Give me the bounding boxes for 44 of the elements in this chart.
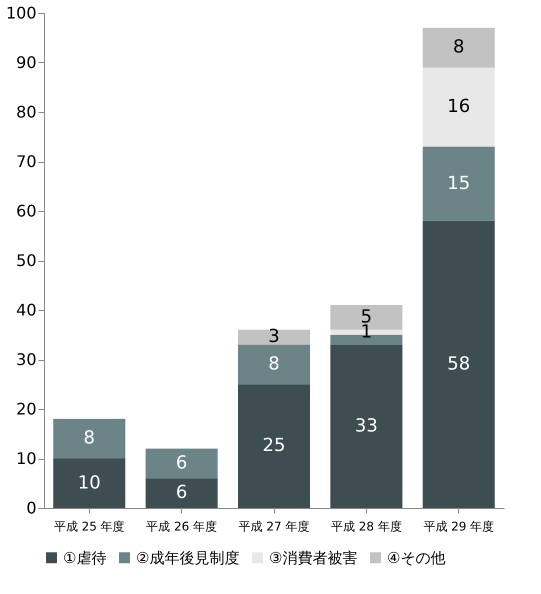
bar bbox=[238, 330, 310, 345]
bar bbox=[330, 344, 402, 508]
legend-label: ③消費者被害 bbox=[269, 548, 358, 567]
data-label: 15 bbox=[447, 172, 470, 194]
x-tick-label: 平成 27 年度 bbox=[238, 520, 310, 534]
data-label: 6 bbox=[176, 482, 188, 504]
y-tick-label: 20 bbox=[16, 400, 36, 418]
y-tick-label: 30 bbox=[16, 350, 36, 369]
x-tick-label: 平成 29 年度 bbox=[423, 520, 494, 534]
y-tick-label: 10 bbox=[16, 449, 36, 468]
y-tick-label: 0 bbox=[26, 498, 36, 518]
y-tick-label: 60 bbox=[16, 202, 36, 220]
data-label: 16 bbox=[447, 96, 470, 118]
x-tick-label: 平成 28 年度 bbox=[330, 520, 402, 534]
data-label: 58 bbox=[447, 353, 470, 374]
data-label: 3 bbox=[268, 326, 280, 348]
bar bbox=[422, 146, 495, 221]
bar bbox=[422, 28, 495, 68]
bar bbox=[146, 448, 218, 478]
bar bbox=[422, 67, 495, 147]
bar bbox=[53, 418, 126, 458]
data-label: 6 bbox=[176, 452, 188, 474]
y-tick-label: 50 bbox=[16, 251, 36, 270]
data-label: 25 bbox=[262, 435, 286, 456]
y-tick-label: 90 bbox=[16, 53, 36, 72]
x-tick-label: 平成 25 年度 bbox=[54, 520, 125, 534]
data-label: 8 bbox=[268, 353, 280, 374]
y-tick-label: 40 bbox=[16, 300, 36, 320]
bar bbox=[53, 458, 126, 508]
bar bbox=[146, 478, 218, 508]
data-label: 8 bbox=[453, 36, 464, 58]
legend-label: ④その他 bbox=[387, 548, 446, 567]
legend-label: ②成年後見制度 bbox=[136, 548, 240, 567]
y-tick-label: 100 bbox=[6, 4, 36, 22]
x-tick-label: 平成 26 年度 bbox=[146, 520, 218, 534]
bar bbox=[238, 384, 310, 508]
data-label: 33 bbox=[354, 415, 378, 436]
bar bbox=[238, 344, 310, 384]
data-label: 10 bbox=[78, 472, 101, 494]
bar bbox=[422, 220, 495, 508]
legend-label: ①虐待 bbox=[63, 548, 106, 567]
data-label: 8 bbox=[84, 428, 95, 449]
y-tick-label: 70 bbox=[16, 152, 36, 171]
y-tick-label: 80 bbox=[16, 102, 36, 122]
